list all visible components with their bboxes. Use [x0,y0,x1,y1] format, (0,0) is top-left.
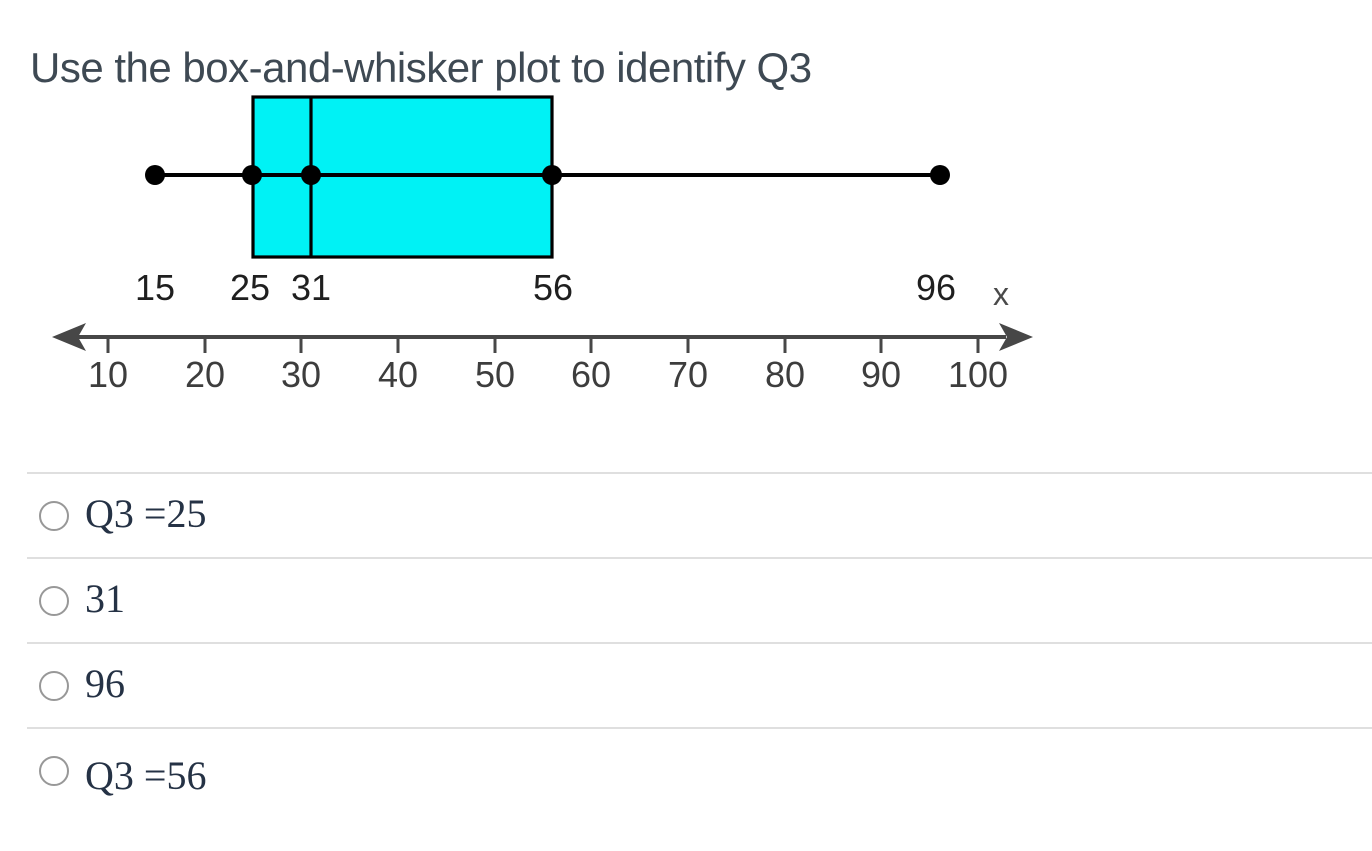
left-arrowhead-icon [52,323,86,351]
median-dot [301,165,321,185]
tick-label-100: 100 [948,354,1008,395]
option-row-q3-56[interactable]: Q3 =56 [27,727,1372,850]
tick-label-40: 40 [378,354,418,395]
box-whisker-plot: 15 25 31 56 96 x [0,80,1100,400]
q3-dot [542,165,562,185]
tick-label-80: 80 [765,354,805,395]
option-label: 96 [85,660,125,706]
radio-button-icon[interactable] [39,670,69,701]
option-label: Q3 =56 [85,753,207,798]
tick-label-10: 10 [88,354,128,395]
option-row-q3-25[interactable]: Q3 =25 [27,472,1372,557]
q3-label: 56 [533,267,573,308]
max-dot [930,165,950,185]
radio-button-icon[interactable] [39,500,69,531]
tick-label-60: 60 [571,354,611,395]
right-arrowhead-icon [999,323,1033,351]
option-row-96[interactable]: 96 [27,642,1372,727]
tick-label-90: 90 [861,354,901,395]
radio-button-icon[interactable] [39,585,69,616]
q1-label: 25 [230,267,270,308]
tick-label-70: 70 [668,354,708,395]
median-label: 31 [291,267,331,308]
min-dot [145,165,165,185]
option-label: Q3 =25 [85,490,207,536]
min-label: 15 [135,267,175,308]
question-title: Use the box-and-whisker plot to identify… [30,44,812,91]
axis-ticks [106,337,980,353]
tick-label-20: 20 [185,354,225,395]
option-label: 31 [85,575,125,621]
option-row-31[interactable]: 31 [27,557,1372,642]
tick-label-30: 30 [281,354,321,395]
x-axis-name: x [993,276,1009,312]
max-label: 96 [916,267,956,308]
answer-options: Q3 =25 31 96 Q3 =56 [0,472,1372,850]
tick-label-50: 50 [475,354,515,395]
radio-button-icon[interactable] [39,756,69,786]
q1-dot [242,165,262,185]
box-whisker-plot-svg: 15 25 31 56 96 x [52,95,1033,395]
